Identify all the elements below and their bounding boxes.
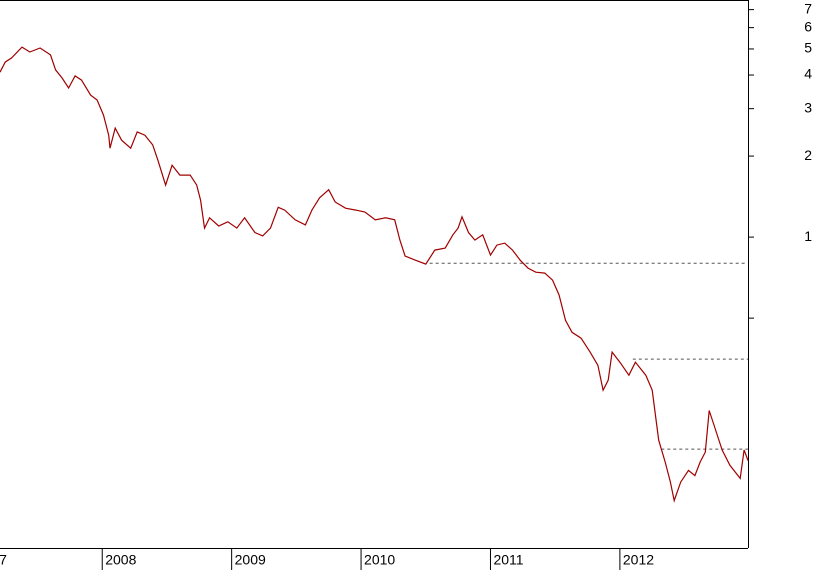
x-tick-label: 2007 [0,552,7,568]
y-tick-label: 2 [804,147,812,163]
x-tick-label: 2010 [364,552,395,568]
x-tick-label: 2011 [493,552,523,568]
x-tick-label: 2008 [105,552,136,568]
y-tick-label: 4 [804,66,812,82]
y-tick-label: 1 [804,228,812,244]
y-tick-label: 5 [804,40,812,56]
x-tick-label: 2009 [235,552,266,568]
y-tick-label: 6 [804,18,812,34]
price-line [0,46,749,503]
y-tick-label: 3 [804,99,812,115]
y-tick-label: 7 [804,0,812,16]
x-tick-label: 2012 [623,552,654,568]
